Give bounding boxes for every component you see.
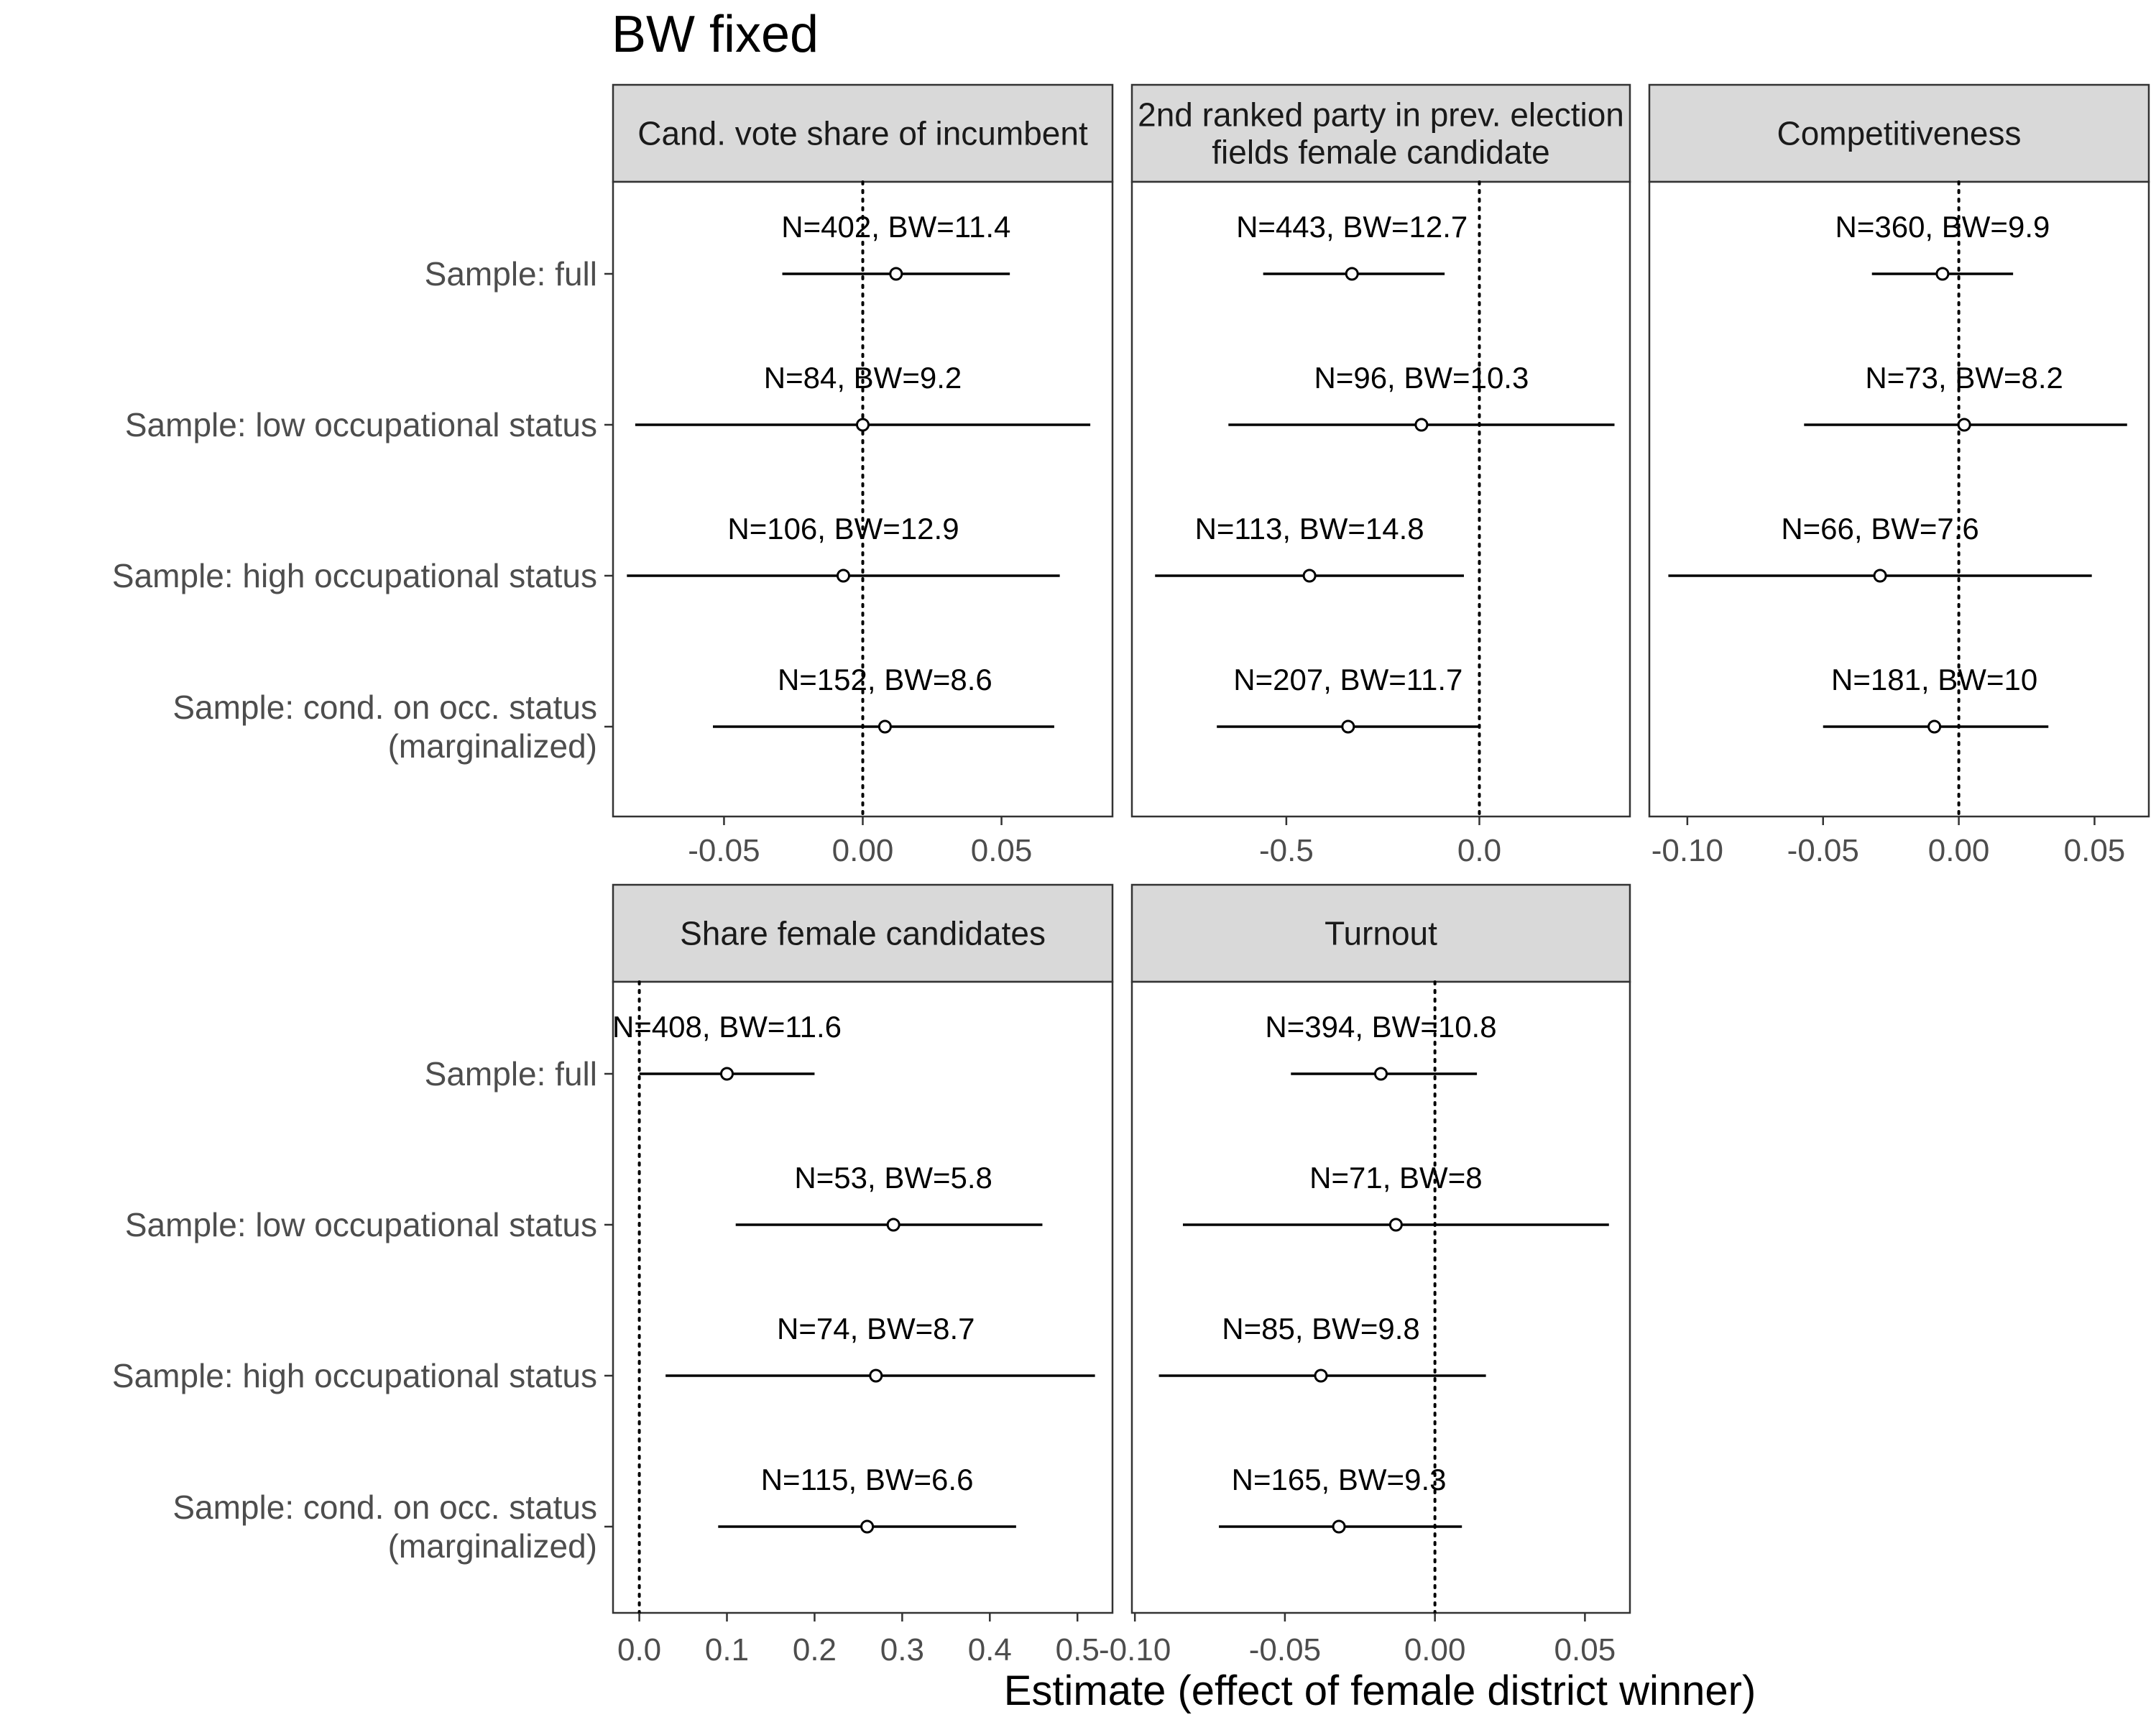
facet-strip-title: Competitiveness bbox=[1777, 115, 2021, 152]
point-estimate bbox=[836, 569, 850, 583]
y-axis-row-label: Sample: high occupational status bbox=[112, 1357, 597, 1394]
estimate-annotation: N=394, BW=10.8 bbox=[1265, 1010, 1496, 1044]
facet-strip bbox=[1648, 83, 2150, 183]
point-estimate bbox=[1314, 1368, 1328, 1383]
x-tick-label: 0.5 bbox=[1056, 1632, 1100, 1668]
y-axis-row-label: Sample: full bbox=[425, 1055, 597, 1092]
estimate-annotation: N=96, BW=10.3 bbox=[1314, 361, 1529, 395]
chart-title: BW fixed bbox=[612, 6, 819, 63]
x-axis-title: Estimate (effect of female district winn… bbox=[1004, 1668, 1756, 1714]
x-tick-label: -0.05 bbox=[1249, 1632, 1321, 1668]
facet-strip-title: Share female candidates bbox=[680, 915, 1046, 952]
estimate-annotation: N=181, BW=10 bbox=[1831, 663, 2037, 696]
x-tick-label: -0.10 bbox=[1651, 833, 1723, 868]
x-tick-label: 0.05 bbox=[1554, 1632, 1616, 1668]
estimate-annotation: N=360, BW=9.9 bbox=[1835, 210, 2050, 244]
x-tick-label: 0.4 bbox=[968, 1632, 1012, 1668]
facet-strip-title: Cand. vote share of incumbent bbox=[637, 115, 1088, 152]
x-tick-label: -0.5 bbox=[1259, 833, 1314, 868]
facet-panel: Competitiveness -0.10 -0.05 0.00 0.05 N=360, … bbox=[1648, 83, 2150, 868]
estimate-annotation: N=115, BW=6.6 bbox=[761, 1463, 974, 1496]
point-estimate bbox=[1935, 267, 1950, 281]
y-axis-row-label: (marginalized) bbox=[388, 727, 597, 765]
y-axis-row-label: Sample: low occupational status bbox=[125, 406, 597, 443]
point-estimate bbox=[886, 1218, 900, 1232]
x-tick-label: -0.05 bbox=[1787, 833, 1859, 868]
facet-strip bbox=[612, 83, 1114, 183]
facet-panel: 2nd ranked party in prev. electionfields… bbox=[1130, 83, 1631, 868]
x-tick-label: 0.00 bbox=[1404, 1632, 1466, 1668]
estimate-annotation: N=106, BW=12.9 bbox=[727, 512, 959, 546]
point-estimate bbox=[877, 719, 892, 734]
estimate-annotation: N=113, BW=14.8 bbox=[1195, 512, 1424, 546]
x-tick-label: 0.05 bbox=[2064, 833, 2126, 868]
point-estimate bbox=[720, 1067, 734, 1081]
facet-panel: Cand. vote share of incumbent -0.05 0.00 0.… bbox=[612, 83, 1114, 868]
y-axis-row-label: Sample: high occupational status bbox=[112, 557, 597, 594]
facet-panel: Share female candidates 0.0 0.1 0.2 0.3 0.4 0.… bbox=[612, 883, 1114, 1668]
estimate-annotation: N=165, BW=9.3 bbox=[1232, 1463, 1447, 1496]
estimate-annotation: N=207, BW=11.7 bbox=[1233, 663, 1462, 696]
y-axis-row-label: Sample: cond. on occ. status bbox=[172, 689, 597, 726]
x-tick-label: 0.0 bbox=[1457, 833, 1501, 868]
point-estimate bbox=[1374, 1067, 1388, 1081]
facet-strip-title: Turnout bbox=[1325, 915, 1437, 952]
estimate-annotation: N=402, BW=11.4 bbox=[781, 210, 1010, 244]
y-axis-row-labels: Sample: full Sample: low occupational sta… bbox=[112, 255, 613, 1565]
estimate-annotation: N=408, BW=11.6 bbox=[612, 1010, 842, 1044]
point-estimate bbox=[1873, 569, 1887, 583]
point-estimate bbox=[889, 267, 903, 281]
facet-panels: Cand. vote share of incumbent -0.05 0.00 0.… bbox=[612, 83, 2150, 1668]
x-tick-label: 0.0 bbox=[617, 1632, 661, 1668]
point-estimate bbox=[1341, 719, 1355, 734]
estimate-annotation: N=152, BW=8.6 bbox=[778, 663, 992, 696]
point-estimate bbox=[1957, 418, 1971, 432]
x-tick-label: 0.05 bbox=[971, 833, 1033, 868]
facet-strip bbox=[612, 883, 1114, 983]
estimate-annotation: N=74, BW=8.7 bbox=[777, 1312, 975, 1346]
point-estimate bbox=[1302, 569, 1317, 583]
panel-frame bbox=[1648, 180, 2150, 818]
x-tick-label: -0.05 bbox=[688, 833, 760, 868]
x-tick-label: 0.2 bbox=[793, 1632, 837, 1668]
facet-panel: Turnout -0.10 -0.05 0.00 0.05 N=394, BW=10.8 N… bbox=[1099, 883, 1631, 1668]
x-tick-label: -0.10 bbox=[1099, 1632, 1171, 1668]
estimate-annotation: N=71, BW=8 bbox=[1309, 1161, 1482, 1195]
facet-strip-title: 2nd ranked party in prev. election bbox=[1138, 96, 1624, 134]
y-axis-row-label: Sample: full bbox=[425, 255, 597, 293]
point-estimate bbox=[869, 1368, 883, 1383]
panel-frame bbox=[1130, 980, 1631, 1614]
facet-strip bbox=[1130, 83, 1631, 183]
point-estimate bbox=[1388, 1218, 1403, 1232]
x-tick-label: 0.00 bbox=[832, 833, 894, 868]
point-estimate bbox=[1414, 418, 1429, 432]
estimate-annotation: N=53, BW=5.8 bbox=[794, 1161, 992, 1195]
estimate-annotation: N=66, BW=7.6 bbox=[1781, 512, 1978, 546]
estimate-annotation: N=443, BW=12.7 bbox=[1236, 210, 1468, 244]
panel-frame bbox=[1130, 180, 1631, 818]
y-axis-row-label: Sample: low occupational status bbox=[125, 1206, 597, 1243]
x-tick-label: 0.3 bbox=[880, 1632, 924, 1668]
x-tick-label: 0.00 bbox=[1928, 833, 1990, 868]
point-estimate bbox=[1332, 1519, 1346, 1534]
estimate-annotation: N=84, BW=9.2 bbox=[764, 361, 962, 395]
point-estimate bbox=[1927, 719, 1942, 734]
y-axis-row-label: Sample: cond. on occ. status bbox=[172, 1489, 597, 1526]
y-axis-row-label: (marginalized) bbox=[388, 1527, 597, 1565]
panel-frame bbox=[612, 980, 1114, 1614]
facet-strip-title: fields female candidate bbox=[1212, 134, 1550, 171]
estimate-annotation: N=85, BW=9.8 bbox=[1222, 1312, 1419, 1346]
facet-strip bbox=[1130, 883, 1631, 983]
x-tick-label: 0.1 bbox=[705, 1632, 749, 1668]
point-estimate bbox=[856, 418, 870, 432]
point-estimate bbox=[1345, 267, 1359, 281]
estimate-annotation: N=73, BW=8.2 bbox=[1865, 361, 2063, 395]
point-estimate bbox=[860, 1519, 875, 1534]
